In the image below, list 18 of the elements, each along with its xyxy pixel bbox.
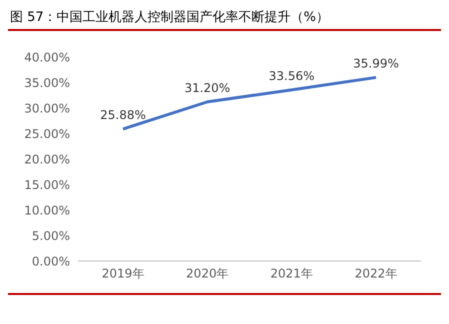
y-tick-label: 40.00% — [24, 50, 70, 64]
y-tick-label: 20.00% — [24, 152, 70, 166]
y-tick-label: 35.00% — [24, 76, 70, 90]
y-tick-label: 30.00% — [24, 101, 70, 116]
y-tick-label: 10.00% — [24, 203, 70, 218]
y-tick-label: 15.00% — [24, 178, 70, 192]
x-tick-label: 2019年 — [102, 266, 144, 281]
y-tick-label: 25.00% — [24, 126, 70, 141]
x-tick-label: 2021年 — [270, 266, 313, 281]
y-tick-label: 5.00% — [32, 228, 70, 243]
data-label: 31.20% — [184, 80, 230, 95]
x-tick-label: 2022年 — [354, 266, 398, 281]
y-tick-label: 0.00% — [32, 254, 70, 268]
chart-title: 图 57：中国工业机器人控制器国产化率不断提升（%） — [9, 9, 330, 27]
x-tick-label: 2020年 — [186, 266, 229, 281]
data-label: 35.99% — [353, 56, 399, 70]
data-label: 33.56% — [268, 68, 315, 83]
data-label: 25.88% — [100, 108, 146, 122]
